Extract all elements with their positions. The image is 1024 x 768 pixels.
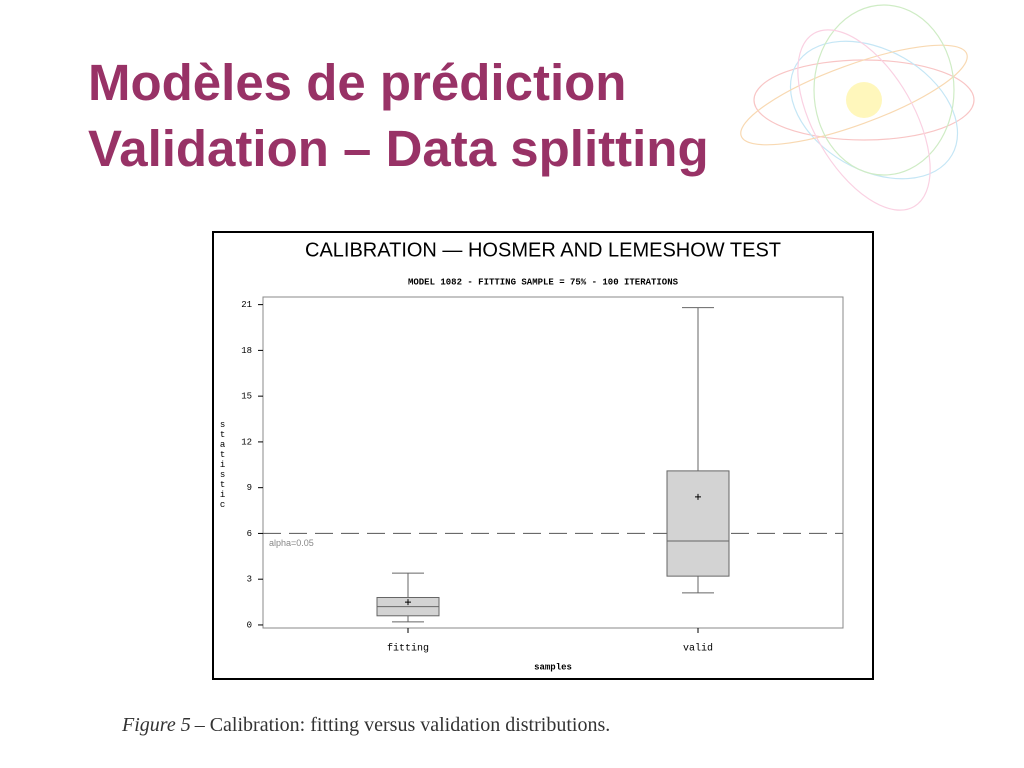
mean-marker <box>405 599 411 606</box>
mean-marker <box>695 493 701 500</box>
y-tick-label: 9 <box>247 483 252 493</box>
title-line: Modèles de prédiction <box>88 54 627 111</box>
y-tick-label: 6 <box>247 529 252 539</box>
reference-label: alpha=0.05 <box>269 538 314 548</box>
y-tick-label: 15 <box>241 392 252 402</box>
x-tick-label: valid <box>683 643 713 655</box>
box <box>666 470 730 577</box>
y-tick-label: 0 <box>247 620 252 630</box>
y-tick-label: 3 <box>247 575 252 585</box>
caption-text: – Calibration: fitting versus validation… <box>194 714 611 736</box>
chart-frame <box>212 231 874 680</box>
x-axis-label: samples <box>534 662 572 672</box>
plot-area <box>262 296 844 629</box>
y-tick-label: 21 <box>241 300 252 310</box>
chart-subtitle: MODEL 1082 - FITTING SAMPLE = 75% - 100 … <box>408 277 679 287</box>
decoration <box>740 4 975 211</box>
x-tick-label: fitting <box>387 643 429 655</box>
caption-label: Figure 5 <box>122 714 191 736</box>
y-axis-label: statistic <box>218 420 228 510</box>
title-line: Validation – Data splitting <box>88 120 709 177</box>
slide-title: Modèles de prédiction Validation – Data … <box>88 50 709 182</box>
caption: Figure 5– Calibration: fitting versus va… <box>122 714 610 737</box>
chart-title: CALIBRATION — HOSMER AND LEMESHOW TEST <box>305 239 781 261</box>
y-tick-label: 12 <box>241 437 252 447</box>
y-tick-label: 18 <box>241 346 252 356</box>
